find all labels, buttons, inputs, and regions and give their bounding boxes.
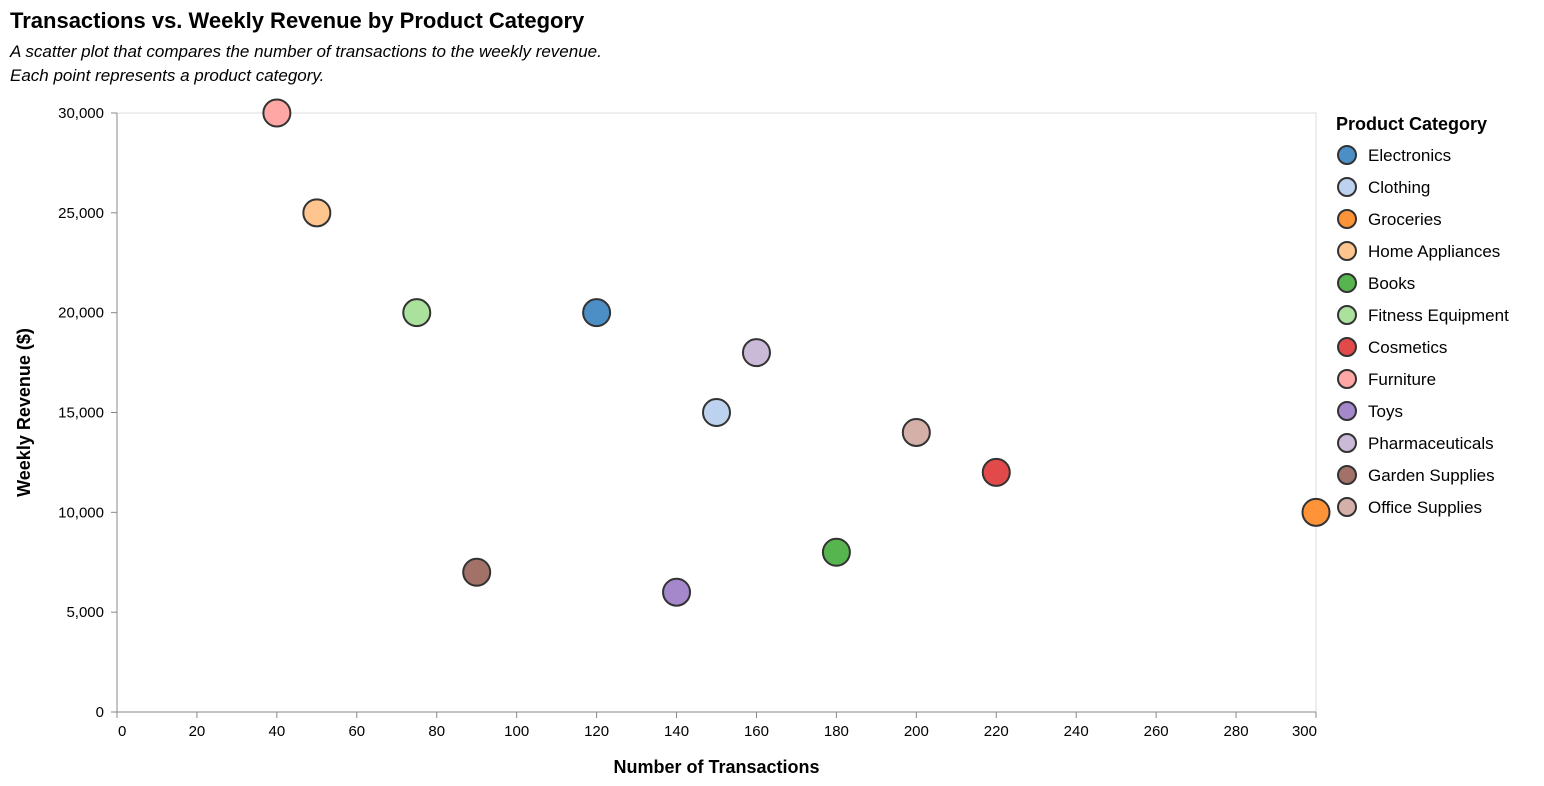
data-point-pharmaceuticals (741, 338, 771, 368)
y-tick-label: 15,000 (58, 405, 104, 422)
y-tick-label: 5,000 (66, 604, 104, 621)
x-tick-label: 200 (904, 723, 929, 740)
x-tick-label: 120 (584, 723, 609, 740)
chart-title: Transactions vs. Weekly Revenue by Produ… (10, 8, 585, 33)
legend-symbol-garden-supplies (1337, 465, 1357, 485)
legend-title: Product Category (1336, 114, 1487, 134)
y-tick-label: 20,000 (58, 305, 104, 322)
legend-label-fitness-equipment: Fitness Equipment (1368, 306, 1509, 325)
legend: Product Category Electronics Clothing Groc… (1336, 114, 1509, 517)
legend-label-cosmetics: Cosmetics (1368, 338, 1447, 357)
data-point-clothing (702, 398, 731, 427)
x-tick-label: 80 (428, 723, 445, 740)
legend-items: Electronics Clothing Groceries Home Applian… (1337, 145, 1509, 517)
x-tick-label: 100 (504, 723, 529, 740)
x-tick-label: 40 (269, 723, 286, 740)
y-tick-label: 10,000 (58, 504, 104, 521)
data-point-groceries (1301, 497, 1331, 527)
legend-label-clothing: Clothing (1368, 178, 1430, 197)
x-tick-label: 300 (1292, 723, 1317, 740)
y-axis: 0 5,000 10,000 15,000 20,000 25,000 30,000 (58, 105, 118, 721)
data-point-home-appliances (302, 198, 332, 228)
legend-symbol-office-supplies (1337, 497, 1357, 517)
chart-subtitle-line-1: A scatter plot that compares the number … (10, 42, 602, 61)
x-tick-label: 140 (664, 723, 689, 740)
legend-label-toys: Toys (1368, 402, 1403, 421)
legend-label-furniture: Furniture (1368, 370, 1436, 389)
x-tick-label: 220 (984, 723, 1009, 740)
y-tick-label: 30,000 (58, 105, 104, 122)
legend-label-office-supplies: Office Supplies (1368, 498, 1482, 517)
legend-symbol-toys (1337, 401, 1357, 421)
y-tick-label: 25,000 (58, 205, 104, 222)
legend-symbol-fitness-equipment (1337, 305, 1357, 325)
data-point-office-supplies (901, 417, 931, 447)
legend-symbol-electronics (1337, 145, 1357, 165)
data-point-furniture (262, 98, 292, 128)
legend-symbol-books (1337, 273, 1357, 293)
x-tick-label: 0 (118, 723, 126, 740)
data-point-books (821, 537, 851, 567)
x-tick-label: 60 (348, 723, 365, 740)
legend-label-books: Books (1368, 274, 1415, 293)
legend-label-garden-supplies: Garden Supplies (1368, 466, 1495, 485)
data-point-toys (662, 577, 692, 607)
legend-symbol-cosmetics (1337, 337, 1357, 357)
y-axis-title: Weekly Revenue ($) (14, 328, 34, 497)
legend-label-pharmaceuticals: Pharmaceuticals (1368, 434, 1494, 453)
x-tick-label: 180 (824, 723, 849, 740)
legend-symbol-clothing (1337, 177, 1357, 197)
x-tick-label: 280 (1224, 723, 1249, 740)
data-points (262, 98, 1331, 607)
legend-label-electronics: Electronics (1368, 146, 1451, 165)
legend-label-groceries: Groceries (1368, 210, 1442, 229)
data-point-garden-supplies (462, 557, 492, 587)
legend-symbol-home-appliances (1337, 241, 1357, 261)
legend-symbol-pharmaceuticals (1337, 433, 1357, 453)
legend-symbol-groceries (1337, 209, 1357, 229)
x-tick-label: 160 (744, 723, 769, 740)
x-axis: 0 20 40 60 80 100 120 140 160 180 200 220 240 260 280 3… (116, 711, 1317, 740)
legend-label-home-appliances: Home Appliances (1368, 242, 1500, 261)
x-axis-title: Number of Transactions (613, 757, 819, 777)
y-tick-label: 0 (96, 704, 104, 721)
data-point-fitness-equipment (402, 298, 432, 328)
data-point-cosmetics (981, 457, 1011, 487)
chart-subtitle-line-2: Each point represents a product category… (10, 66, 325, 85)
legend-symbol-furniture (1337, 369, 1357, 389)
x-tick-label: 260 (1144, 723, 1169, 740)
x-tick-label: 20 (189, 723, 206, 740)
data-point-electronics (582, 298, 612, 328)
x-tick-label: 240 (1064, 723, 1089, 740)
